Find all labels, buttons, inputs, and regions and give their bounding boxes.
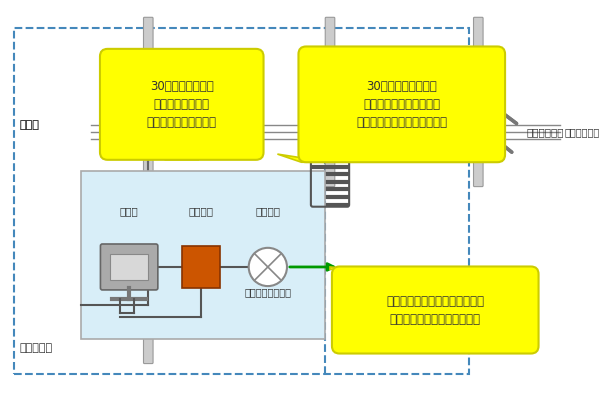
Polygon shape <box>277 154 330 162</box>
Polygon shape <box>164 154 199 160</box>
Text: 変成器: 変成器 <box>19 120 39 130</box>
Text: 計量器: 計量器 <box>120 206 139 216</box>
FancyBboxPatch shape <box>109 114 140 152</box>
FancyBboxPatch shape <box>143 17 153 364</box>
Text: 30分ごとの計量値を
自動的に収集するために
通信端末装置を設置します。: 30分ごとの計量値を 自動的に収集するために 通信端末装置を設置します。 <box>356 80 447 129</box>
FancyBboxPatch shape <box>325 17 335 187</box>
FancyBboxPatch shape <box>473 17 483 187</box>
Text: 電波状況等により、一部有線と
併用する場合もございます。: 電波状況等により、一部有線と 併用する場合もございます。 <box>386 294 484 326</box>
Text: 変成器: 変成器 <box>19 120 39 130</box>
Ellipse shape <box>111 111 138 121</box>
Text: 通信端末: 通信端末 <box>188 206 214 216</box>
Text: 高圧配電線等: 高圧配電線等 <box>565 127 599 137</box>
Bar <box>14 28 469 374</box>
Circle shape <box>249 248 287 286</box>
FancyBboxPatch shape <box>100 49 263 160</box>
Text: 通信回線: 通信回線 <box>256 206 280 216</box>
Ellipse shape <box>313 146 347 156</box>
FancyBboxPatch shape <box>182 246 220 288</box>
Text: 高圧配電線等: 高圧配電線等 <box>527 127 565 137</box>
FancyBboxPatch shape <box>332 266 539 354</box>
Polygon shape <box>330 267 359 269</box>
FancyBboxPatch shape <box>82 171 325 339</box>
Text: 30分ごとの計量が
できない計量器の
場合は取り替えます。: 30分ごとの計量が できない計量器の 場合は取り替えます。 <box>147 80 217 129</box>
Text: 需要者構内: 需要者構内 <box>19 343 52 353</box>
FancyBboxPatch shape <box>100 244 158 290</box>
FancyBboxPatch shape <box>110 254 148 280</box>
FancyBboxPatch shape <box>298 46 505 162</box>
Text: （携帯電話回線）: （携帯電話回線） <box>244 288 292 298</box>
